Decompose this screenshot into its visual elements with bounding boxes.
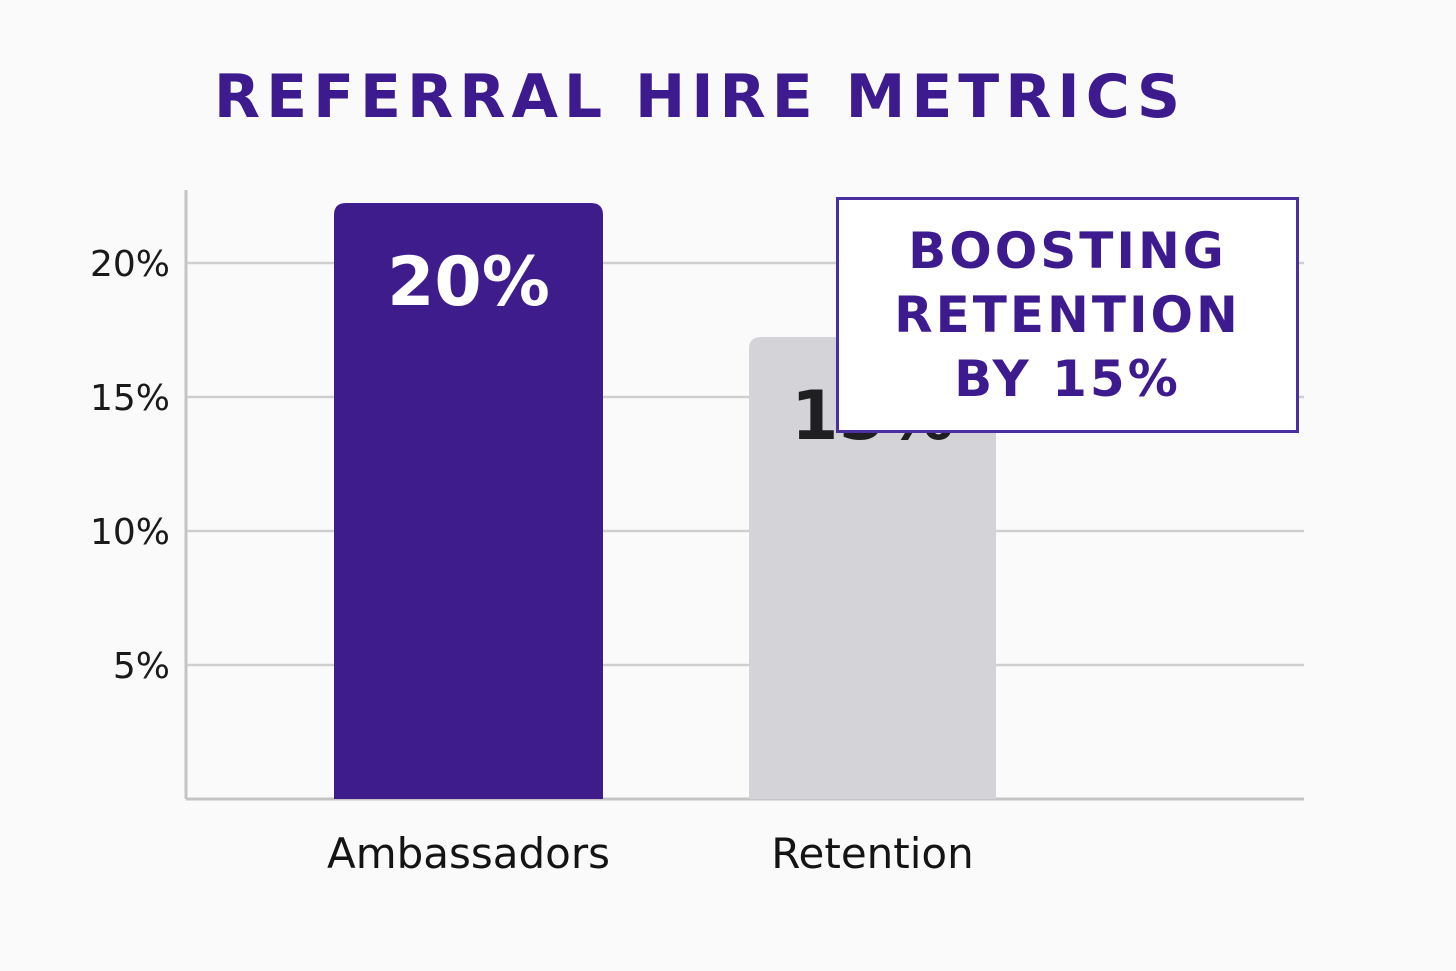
category-label: Retention	[771, 829, 974, 878]
y-tick-label: 20%	[90, 244, 170, 285]
y-tick-label: 10%	[90, 512, 170, 553]
y-tick-label: 5%	[113, 646, 170, 687]
category-labels: Ambassadors Retention	[327, 829, 974, 878]
y-tick-labels: 5% 10% 15% 20%	[90, 244, 170, 687]
y-tick-label: 15%	[90, 378, 170, 419]
bar-ambassadors	[334, 203, 603, 799]
chart-title: REFERRAL HIRE METRICS	[213, 62, 1187, 132]
callout-line-2: RETENTION	[894, 286, 1241, 344]
callout-line-1: BOOSTING	[908, 222, 1227, 280]
retention-callout-box: BOOSTING RETENTION BY 15%	[836, 197, 1299, 433]
bar-retention	[749, 337, 996, 799]
callout-line-3: BY 15%	[954, 350, 1181, 408]
data-label: 20%	[387, 243, 550, 322]
category-label: Ambassadors	[327, 829, 610, 878]
